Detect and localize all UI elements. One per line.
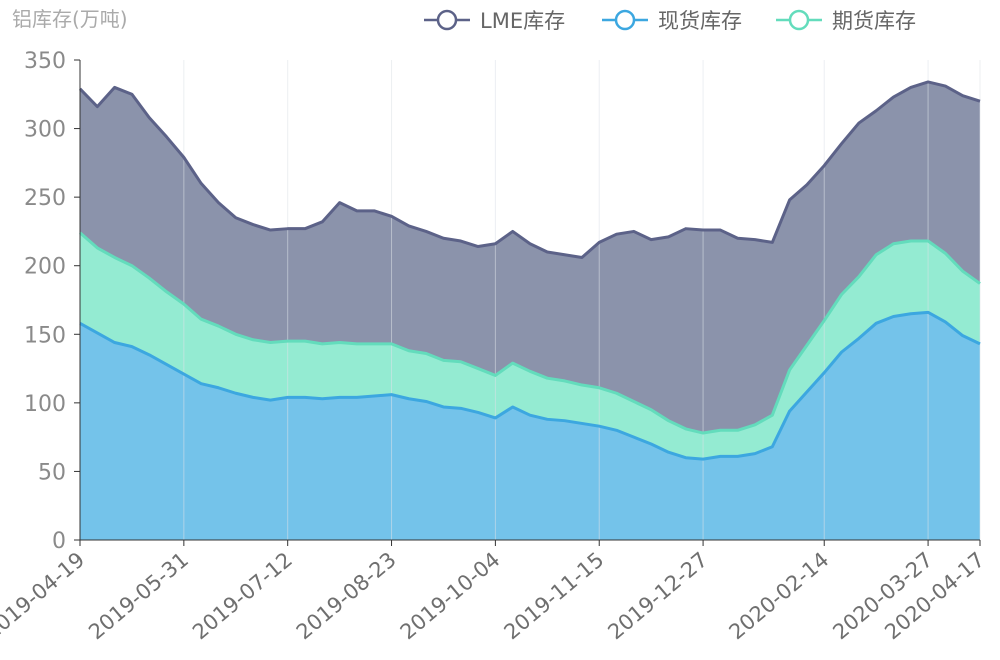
area-series-layer xyxy=(80,81,980,541)
x-tick-label: 2019-04-19 xyxy=(0,547,89,644)
y-tick-label: 150 xyxy=(24,323,66,348)
y-tick-label: 350 xyxy=(24,49,66,74)
y-axis-title: 铝库存(万吨) xyxy=(12,7,128,31)
x-tick-label: 2019-07-12 xyxy=(188,547,297,644)
x-tick-label: 2019-11-15 xyxy=(500,547,609,644)
y-tick-label: 250 xyxy=(24,186,66,211)
legend-label: 期货库存 xyxy=(832,9,916,33)
legend-marker xyxy=(614,9,636,31)
legend-marker xyxy=(436,9,458,31)
legend-marker xyxy=(788,9,810,31)
x-tick-label: 2019-05-31 xyxy=(84,547,193,644)
area-现货库存 xyxy=(80,312,980,540)
x-tick-label: 2019-12-27 xyxy=(603,547,712,644)
y-tick-label: 0 xyxy=(52,529,66,554)
y-tick-label: 50 xyxy=(38,460,66,485)
y-tick-label: 200 xyxy=(24,255,66,280)
x-tick-label: 2020-02-14 xyxy=(725,547,834,644)
x-tick-label: 2019-08-23 xyxy=(292,547,401,644)
legend-label: 现货库存 xyxy=(658,9,742,33)
line-期货库存 xyxy=(79,231,981,435)
line-LME库存 xyxy=(78,80,981,259)
legend: LME库存 现货库存 期货库存 xyxy=(424,9,916,33)
line-现货库存 xyxy=(79,310,981,461)
legend-label: LME库存 xyxy=(480,9,565,33)
y-tick-label: 300 xyxy=(24,118,66,143)
y-tick-label: 100 xyxy=(24,392,66,417)
x-tick-label: 2019-10-04 xyxy=(396,547,505,644)
